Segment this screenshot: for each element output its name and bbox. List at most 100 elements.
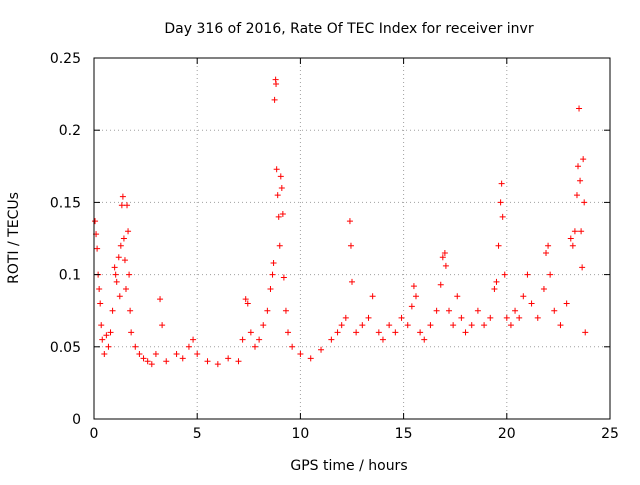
data-point xyxy=(545,242,552,249)
data-point xyxy=(97,300,104,307)
x-axis-label: GPS time / hours xyxy=(290,458,407,474)
data-point xyxy=(101,351,108,358)
data-point xyxy=(119,193,126,200)
data-point xyxy=(132,343,139,350)
data-point xyxy=(251,343,258,350)
data-point xyxy=(439,254,446,261)
data-point xyxy=(159,322,166,329)
data-point xyxy=(273,166,280,173)
data-point xyxy=(274,192,281,199)
data-point xyxy=(573,192,580,199)
data-point xyxy=(214,361,221,368)
data-point xyxy=(569,242,576,249)
data-point xyxy=(437,281,444,288)
data-point xyxy=(516,314,523,321)
data-point xyxy=(96,286,103,293)
data-point xyxy=(551,307,558,314)
data-point xyxy=(273,80,280,87)
plot-frame xyxy=(93,57,611,420)
data-point xyxy=(421,336,428,343)
data-point xyxy=(563,300,570,307)
data-point xyxy=(289,343,296,350)
data-point xyxy=(446,307,453,314)
data-point xyxy=(194,351,201,358)
data-point xyxy=(244,300,251,307)
data-point xyxy=(557,322,564,329)
data-point xyxy=(349,278,355,285)
data-point xyxy=(264,307,271,314)
data-point xyxy=(112,271,119,278)
data-point xyxy=(127,307,134,314)
data-point xyxy=(98,322,105,329)
data-point xyxy=(534,314,541,321)
data-point xyxy=(481,322,488,329)
data-point xyxy=(277,173,284,180)
data-point xyxy=(285,329,292,336)
data-point xyxy=(575,163,582,170)
data-point xyxy=(571,228,578,235)
data-point xyxy=(124,202,131,209)
data-point xyxy=(503,314,510,321)
data-point xyxy=(125,228,132,235)
data-point xyxy=(144,358,151,365)
data-point xyxy=(242,296,249,303)
data-point xyxy=(278,184,285,191)
data-point xyxy=(297,351,304,358)
data-point xyxy=(441,249,448,256)
x-tick-label: 10 xyxy=(291,426,309,442)
data-point xyxy=(580,156,587,163)
x-tick-label: 0 xyxy=(90,426,99,442)
data-point xyxy=(105,343,112,350)
data-point xyxy=(163,358,170,365)
data-point xyxy=(408,303,415,310)
data-point xyxy=(115,254,122,261)
data-point xyxy=(578,228,585,235)
data-point xyxy=(136,351,143,358)
data-point xyxy=(346,218,353,225)
chart-title: Day 316 of 2016, Rate Of TEC Index for r… xyxy=(164,21,533,37)
data-point xyxy=(450,322,457,329)
data-point xyxy=(468,322,475,329)
data-point xyxy=(111,264,118,271)
data-point xyxy=(113,278,120,285)
data-point xyxy=(547,271,554,278)
data-point xyxy=(328,336,335,343)
data-point xyxy=(581,199,588,206)
data-point xyxy=(270,260,277,267)
data-point xyxy=(474,307,481,314)
data-point xyxy=(121,257,128,264)
ticks-layer: 0 5 10 15 20 25 0 0.05 0.1 0.15 0.2 0.25 xyxy=(50,51,619,442)
data-point xyxy=(417,329,424,336)
data-point xyxy=(204,358,211,365)
y-tick-label: 0.25 xyxy=(50,51,81,67)
data-point xyxy=(524,271,531,278)
data-point xyxy=(276,242,283,249)
data-point xyxy=(267,286,274,293)
data-point xyxy=(365,314,372,321)
data-point xyxy=(493,278,500,285)
x-tick-label: 15 xyxy=(395,426,413,442)
data-point xyxy=(392,329,399,336)
data-point xyxy=(579,264,586,271)
data-point xyxy=(501,271,508,278)
data-point xyxy=(122,286,129,293)
points-layer xyxy=(92,76,589,368)
data-point xyxy=(491,286,498,293)
data-point xyxy=(235,358,242,365)
data-point xyxy=(498,180,505,187)
data-point xyxy=(458,314,465,321)
data-point xyxy=(148,361,155,368)
data-point xyxy=(375,329,382,336)
data-point xyxy=(528,300,535,307)
x-tick-label: 25 xyxy=(601,426,619,442)
data-point xyxy=(512,307,519,314)
data-point xyxy=(109,307,116,314)
data-point xyxy=(442,262,449,269)
data-point xyxy=(495,242,502,249)
y-axis-label: ROTI / TECUs xyxy=(6,192,22,284)
data-point xyxy=(567,235,574,242)
data-point xyxy=(334,329,341,336)
data-point xyxy=(126,271,133,278)
data-point xyxy=(410,283,417,290)
